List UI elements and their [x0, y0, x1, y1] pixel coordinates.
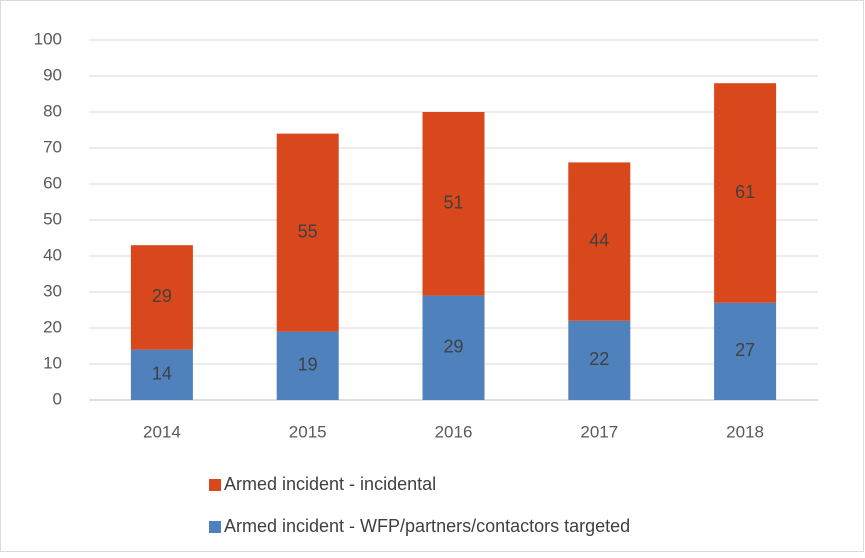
y-tick-label: 100 — [34, 29, 62, 48]
x-tick-label: 2016 — [435, 422, 473, 441]
bar-segment — [422, 112, 485, 296]
bar-segment — [568, 320, 631, 400]
data-label: 19 — [298, 355, 318, 375]
bar-segment — [130, 245, 193, 350]
bar-segment — [714, 302, 777, 400]
data-label: 61 — [735, 182, 755, 202]
data-label: 22 — [589, 349, 609, 369]
y-tick-label: 0 — [53, 389, 62, 408]
y-tick-label: 10 — [43, 353, 62, 372]
x-tick-label: 2014 — [143, 422, 181, 441]
legend-swatch — [209, 479, 221, 491]
legend-swatch — [209, 521, 221, 533]
data-label: 14 — [152, 364, 172, 384]
bar-segment — [276, 133, 339, 332]
y-tick-label: 50 — [43, 209, 62, 228]
x-tick-label: 2018 — [726, 422, 764, 441]
data-label: 44 — [589, 230, 609, 250]
y-tick-label: 60 — [43, 173, 62, 192]
data-label: 29 — [443, 337, 463, 357]
y-tick-label: 20 — [43, 317, 62, 336]
bar-segment — [130, 349, 193, 400]
x-tick-label: 2017 — [580, 422, 618, 441]
y-tick-label: 30 — [43, 281, 62, 300]
data-label: 27 — [735, 340, 755, 360]
legend-label: Armed incident - incidental — [224, 474, 436, 494]
y-tick-label: 90 — [43, 65, 62, 84]
data-label: 29 — [152, 286, 172, 306]
bar-segment — [276, 331, 339, 400]
legend-label: Armed incident - WFP/partners/contactors… — [224, 516, 630, 536]
bar-segment — [714, 83, 777, 303]
y-tick-label: 80 — [43, 101, 62, 120]
y-tick-label: 70 — [43, 137, 62, 156]
data-label: 55 — [298, 221, 318, 241]
data-label: 51 — [443, 193, 463, 213]
x-tick-label: 2015 — [289, 422, 327, 441]
bar-segment — [422, 295, 485, 400]
y-tick-label: 40 — [43, 245, 62, 264]
bar-segment — [568, 162, 631, 321]
